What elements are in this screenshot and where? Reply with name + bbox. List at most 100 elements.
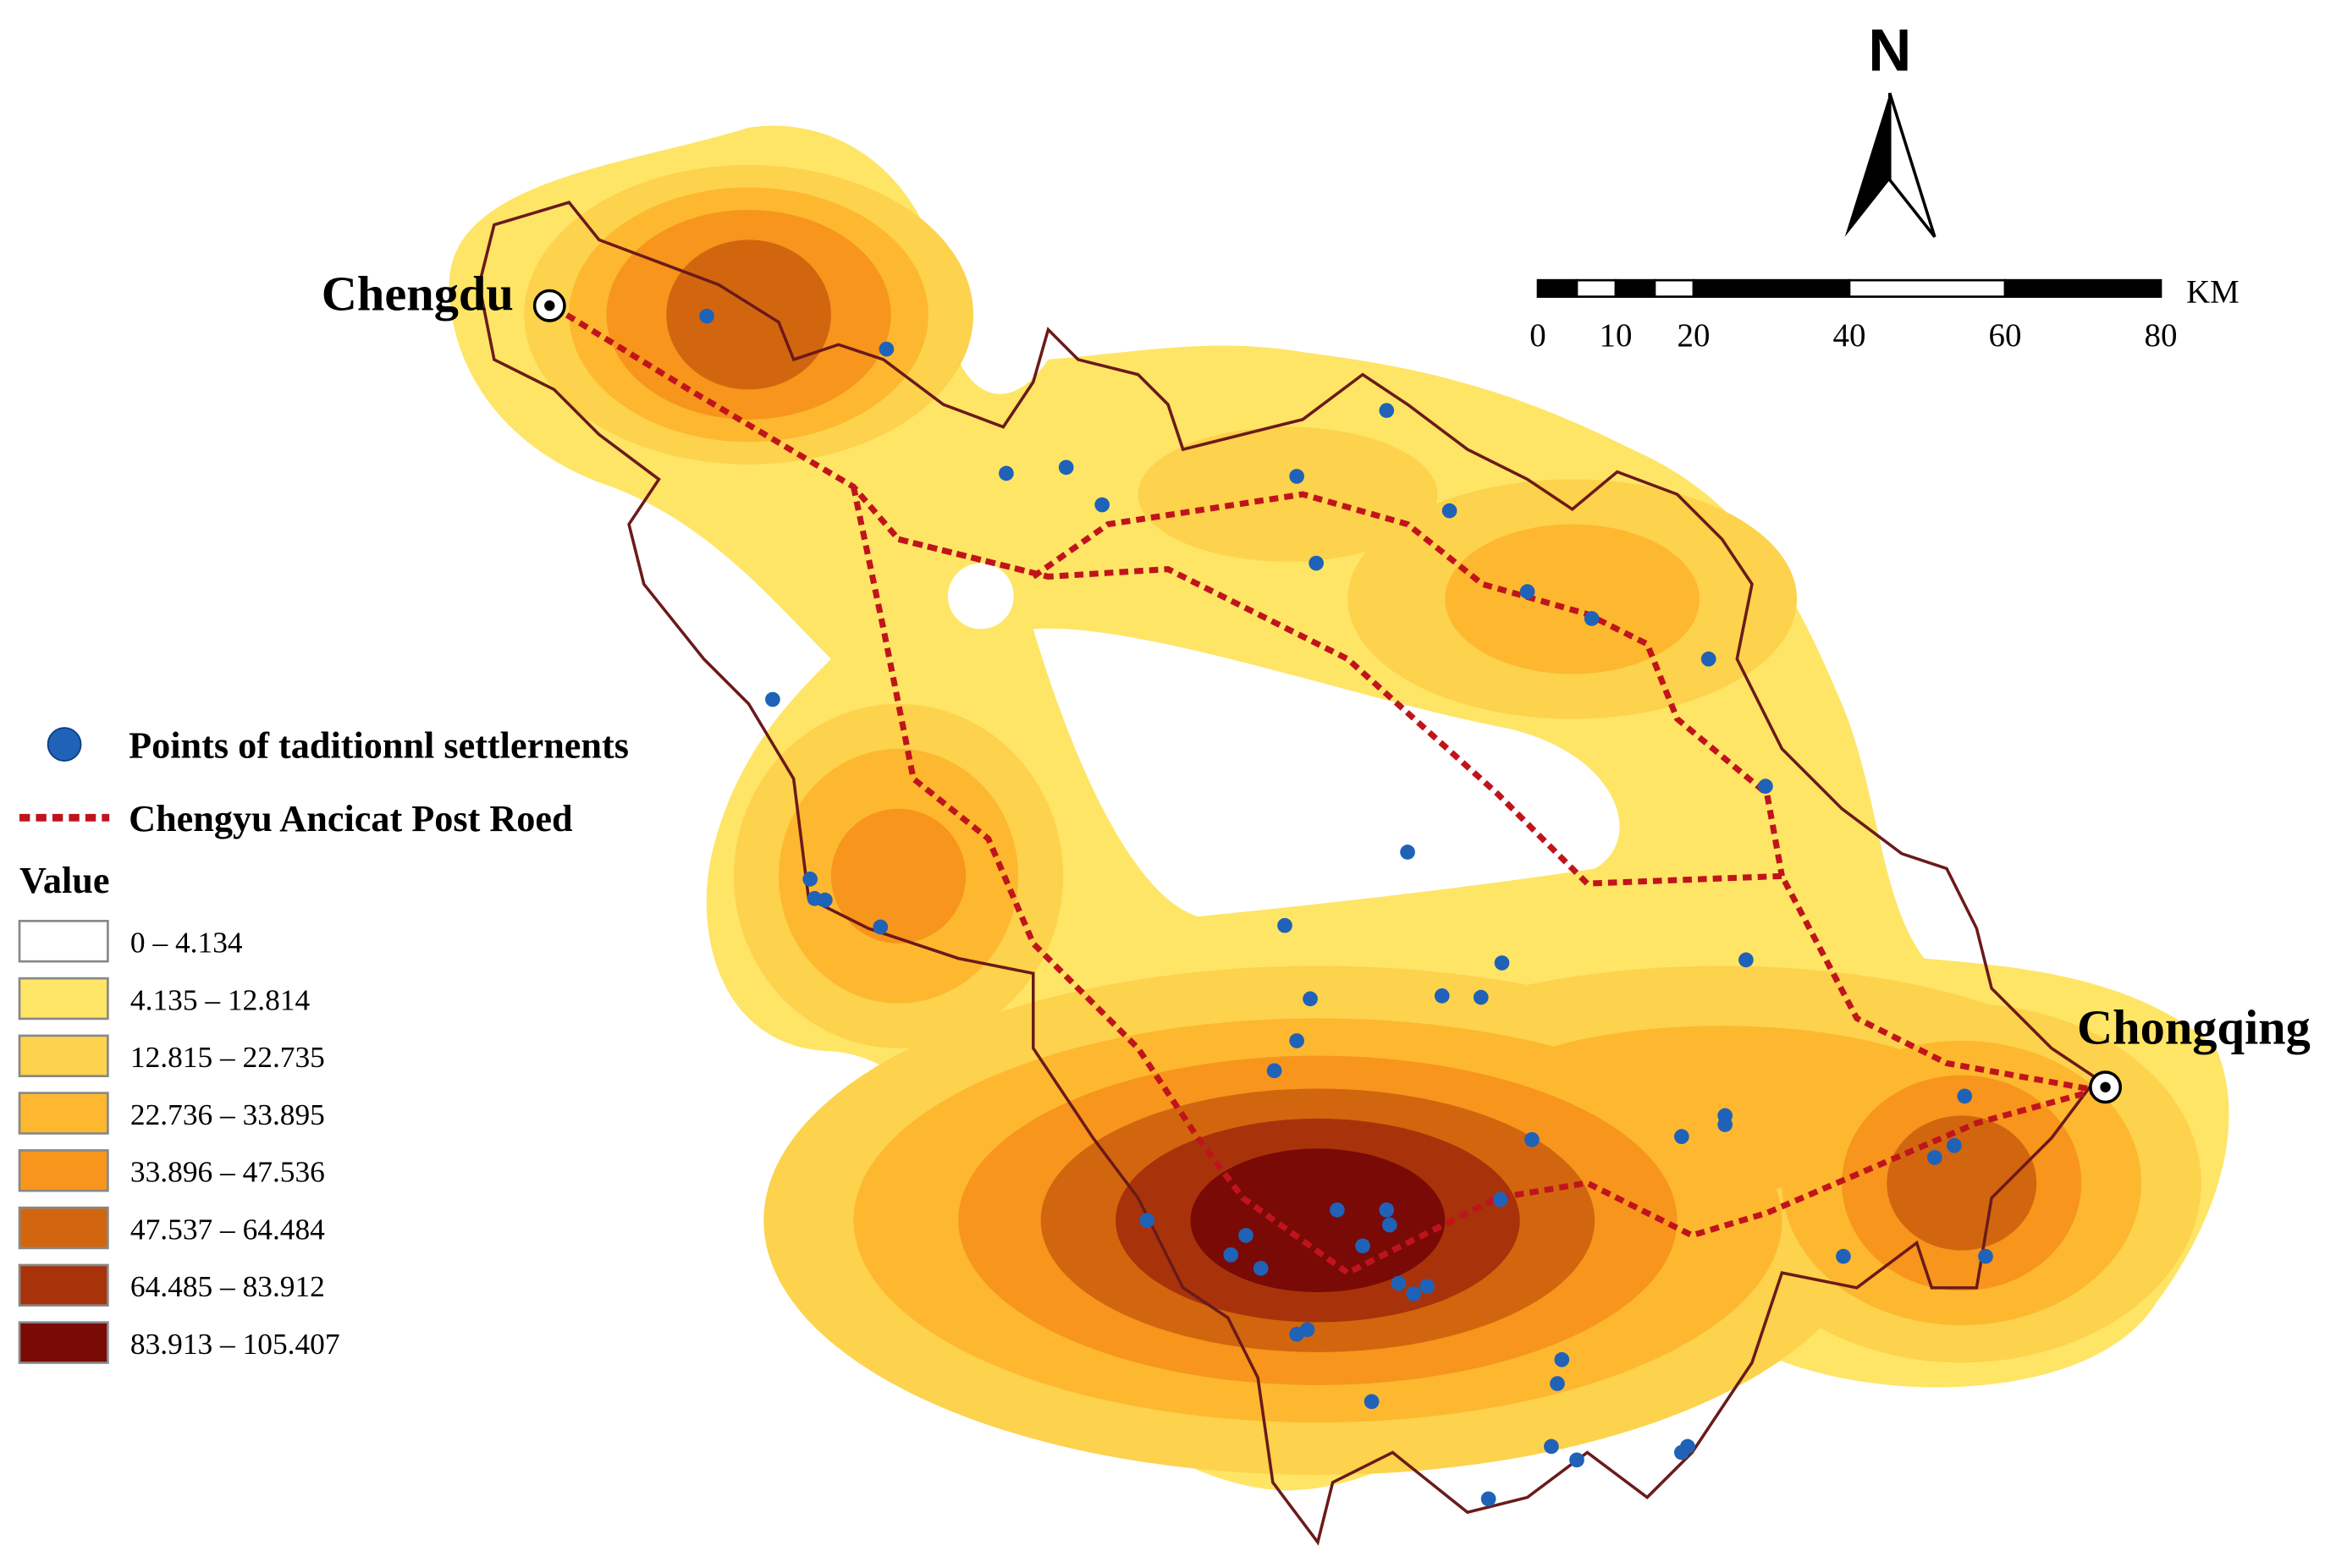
settlement-point [1519, 584, 1535, 599]
legend-class-label: 83.913 – 105.407 [130, 1327, 340, 1361]
legend-class-label: 64.485 – 83.912 [130, 1269, 325, 1303]
settlement-point [1550, 1376, 1565, 1391]
scale-tick-label: 60 [1989, 317, 2022, 354]
settlement-point [1569, 1452, 1584, 1468]
settlement-point [1738, 952, 1754, 968]
settlement-point [999, 465, 1014, 481]
settlement-point [1524, 1131, 1540, 1147]
city-marker-dot [2100, 1081, 2111, 1092]
legend-class-label: 33.896 – 47.536 [130, 1155, 325, 1189]
settlement-point [1717, 1117, 1733, 1132]
city-label: Chengdu [322, 267, 514, 322]
settlement-point [818, 892, 833, 908]
legend-class-label: 0 – 4.134 [130, 926, 243, 960]
scale-segment [1653, 278, 1695, 298]
settlement-point [1223, 1247, 1239, 1263]
settlement-point [1441, 503, 1457, 519]
settlement-points [699, 308, 1993, 1507]
settlement-point [1584, 611, 1600, 626]
north-arrow: N [1844, 16, 1937, 238]
settlement-point [1434, 988, 1450, 1004]
density-gap [1033, 628, 1620, 917]
settlement-point [1308, 555, 1324, 571]
settlement-point [1947, 1137, 1962, 1153]
legend-swatch [18, 977, 109, 1021]
settlement-point [1330, 1202, 1345, 1218]
settlement-point [802, 872, 818, 887]
settlement-point [1379, 1202, 1395, 1218]
legend-point-symbol [47, 727, 82, 762]
legend-label: Chengyu Ancicat Post Roed [129, 798, 573, 839]
settlement-point [1957, 1088, 1973, 1104]
density-surface [449, 125, 2229, 1491]
legend-swatch [18, 1092, 109, 1135]
legend-class-label: 4.135 – 12.814 [130, 982, 311, 1016]
cities: Chengdu Chongqing [322, 267, 2311, 1104]
scale-unit: KM [2186, 274, 2240, 311]
legend-swatch [18, 920, 109, 963]
settlement-point [1674, 1129, 1689, 1144]
settlement-point [1391, 1275, 1407, 1291]
settlement-point [1289, 1033, 1304, 1048]
settlement-point [1238, 1228, 1253, 1243]
density-gap [947, 563, 1014, 630]
scale-tick-label: 10 [1600, 317, 1633, 354]
legend-swatch [18, 1263, 109, 1307]
settlement-point [1139, 1213, 1155, 1229]
settlement-point [1758, 778, 1773, 794]
scale-segment [1692, 278, 1851, 298]
settlement-point [1253, 1261, 1269, 1276]
scale-tick-label: 80 [2145, 317, 2178, 354]
settlement-point [1700, 651, 1716, 667]
settlement-point [1406, 1286, 1421, 1301]
settlement-point [879, 341, 895, 357]
settlement-point [1480, 1491, 1496, 1507]
settlement-point [1289, 469, 1304, 484]
settlement-point [1277, 917, 1292, 933]
scale-segment [1614, 278, 1656, 298]
legend-title: Value [19, 860, 110, 901]
settlement-point [1058, 459, 1074, 476]
legend-label: Points of taditionnl settlernents [129, 725, 629, 767]
legend-class-label: 22.736 – 33.895 [130, 1098, 325, 1131]
settlement-point [1554, 1351, 1570, 1367]
settlement-point [873, 919, 889, 935]
settlement-point [1382, 1217, 1397, 1233]
settlement-point [1303, 991, 1318, 1007]
arrow-half [1888, 92, 1937, 238]
settlement-point [1544, 1439, 1559, 1455]
density-zone [1190, 1148, 1446, 1293]
legend-swatch [18, 1321, 109, 1364]
settlement-point [1400, 845, 1415, 860]
density-zone [666, 239, 831, 390]
scale-tick-label: 20 [1678, 317, 1711, 354]
settlement-point [1927, 1150, 1942, 1165]
settlement-point [765, 691, 780, 707]
settlement-point [1419, 1279, 1435, 1294]
scale-segment [1575, 278, 1617, 298]
settlement-point [1299, 1322, 1315, 1338]
settlement-point [1836, 1248, 1851, 1264]
settlement-point [1494, 955, 1510, 971]
density-zone [1445, 524, 1700, 674]
scale-segment [1848, 278, 2007, 298]
legend-swatch [18, 1034, 109, 1078]
settlement-point [1473, 989, 1489, 1005]
legend-class-label: 12.815 – 22.735 [130, 1040, 325, 1074]
settlement-point [1094, 497, 1110, 513]
density-zone [1887, 1115, 2037, 1251]
legend-class-label: 47.537 – 64.484 [130, 1212, 325, 1246]
settlement-point [1266, 1063, 1282, 1079]
scale-tick-label: 40 [1833, 317, 1866, 354]
settlement-point [1674, 1444, 1689, 1461]
north-label: N [1868, 16, 1911, 83]
legend-swatch [18, 1206, 109, 1250]
city-marker-dot [544, 300, 555, 311]
settlement-point [1978, 1248, 1993, 1264]
settlement-point [1355, 1238, 1370, 1254]
scale-segment [1536, 278, 1578, 298]
settlement-point [1379, 403, 1395, 418]
settlement-point [1492, 1191, 1508, 1208]
